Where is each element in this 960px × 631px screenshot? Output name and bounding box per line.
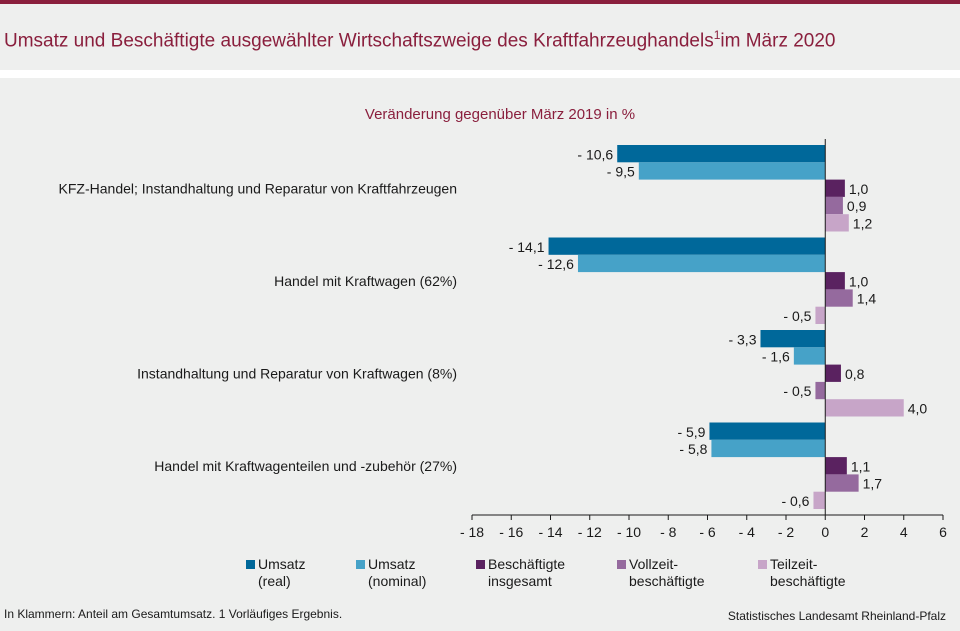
bar [709, 422, 826, 440]
bar [760, 330, 826, 348]
x-tick-label: - 4 [739, 524, 756, 540]
category-label: Handel mit Kraftwagen (62%) [274, 273, 457, 289]
data-label: 0,9 [847, 198, 867, 214]
data-label: - 5,8 [679, 441, 707, 457]
bar [825, 364, 841, 382]
category-label: KFZ-Handel; Instandhaltung und Reparatur… [59, 180, 457, 196]
bar [825, 272, 845, 290]
x-tick-label: - 8 [660, 524, 677, 540]
x-tick-label: - 18 [460, 524, 484, 540]
category-label: Instandhaltung und Reparatur von Kraftwa… [137, 365, 457, 381]
x-tick-label: 0 [821, 524, 829, 540]
bar [825, 289, 853, 307]
data-label: - 10,6 [577, 146, 613, 162]
data-label: - 1,6 [762, 349, 790, 365]
bar [617, 145, 826, 163]
legend-swatch [476, 560, 485, 569]
data-label: 1,2 [853, 216, 873, 232]
bar [813, 491, 826, 509]
bar [711, 439, 826, 458]
bar [825, 474, 859, 492]
legend-swatch [758, 560, 767, 569]
title-suffix: im März 2020 [720, 30, 836, 52]
legend-label: Teilzeit- beschäftigte [770, 556, 846, 589]
bar [825, 457, 847, 475]
data-label: - 12,6 [538, 256, 574, 272]
data-label: - 14,1 [509, 239, 545, 255]
chart-subtitle: Veränderung gegenüber März 2019 in % [364, 106, 636, 123]
bar [815, 381, 826, 400]
x-tick-label: - 12 [578, 524, 602, 540]
legend-label: Vollzeit- beschäftigte [629, 556, 705, 589]
legend-label: Umsatz (nominal) [368, 556, 427, 589]
data-label: 4,0 [908, 401, 928, 417]
x-tick-label: 4 [900, 524, 908, 540]
x-tick-label: - 6 [699, 524, 716, 540]
legend-label: Umsatz (real) [258, 556, 306, 589]
bar-chart: KFZ-Handel; Instandhaltung und Reparatur… [59, 139, 947, 540]
data-label: - 0,5 [783, 383, 811, 399]
data-label: 0,8 [845, 366, 865, 382]
chart-title: Umsatz und Beschäftigte ausgewählter Wir… [4, 28, 836, 52]
footnote: In Klammern: Anteil am Gesamtumsatz. 1 V… [4, 607, 343, 621]
top-accent-rule [0, 0, 960, 4]
x-tick-label: 2 [861, 524, 869, 540]
legend-swatch [617, 560, 626, 569]
legend-swatch [246, 560, 255, 569]
legend-swatch [356, 560, 365, 569]
data-label: 1,4 [857, 291, 877, 307]
header-separator [0, 70, 960, 78]
x-tick-label: 6 [939, 524, 947, 540]
x-tick-label: - 16 [499, 524, 523, 540]
bar [825, 196, 843, 215]
legend-label: Beschäftigte insgesamt [488, 556, 566, 589]
title-bar: Umsatz und Beschäftigte ausgewählter Wir… [0, 4, 960, 70]
source-credit: Statistisches Landesamt Rheinland-Pfalz [727, 609, 946, 623]
data-label: 1,0 [849, 181, 869, 197]
data-label: 1,0 [849, 273, 869, 289]
bar [825, 214, 849, 232]
data-label: - 0,5 [783, 308, 811, 324]
x-tick-label: - 10 [617, 524, 641, 540]
bar [815, 306, 826, 324]
bar [825, 179, 845, 197]
x-tick-label: - 14 [538, 524, 562, 540]
bar [577, 254, 826, 273]
data-label: - 3,3 [728, 331, 756, 347]
bar [825, 399, 904, 417]
data-label: - 5,9 [677, 424, 705, 440]
bar [793, 347, 826, 365]
data-label: 1,7 [863, 476, 883, 492]
bar [548, 237, 826, 255]
category-label: Handel mit Kraftwagenteilen und -zubehör… [154, 458, 457, 474]
x-tick-label: - 2 [778, 524, 795, 540]
chart-legend: Umsatz (real) Umsatz (nominal) Beschäftigt… [0, 556, 960, 596]
data-label: 1,1 [851, 458, 871, 474]
data-label: - 9,5 [607, 164, 635, 180]
bar [638, 162, 826, 180]
data-label: - 0,6 [781, 493, 809, 509]
title-footnote-marker: 1 [713, 28, 721, 42]
